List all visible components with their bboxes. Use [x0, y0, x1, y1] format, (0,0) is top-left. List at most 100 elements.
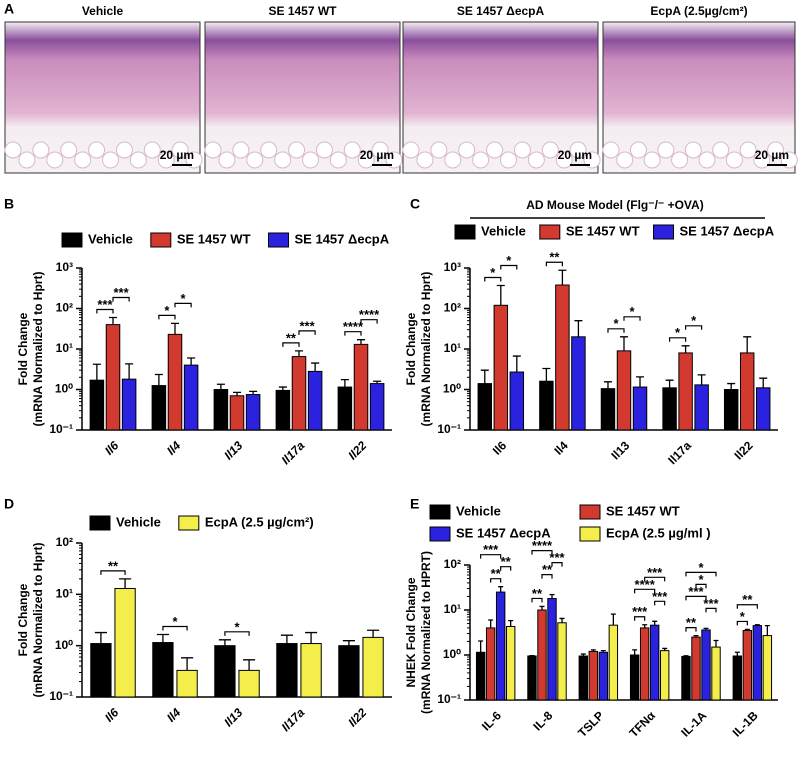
bar [753, 626, 761, 700]
bar [640, 628, 648, 700]
fat-cell [316, 142, 332, 158]
fat-cell [726, 152, 742, 168]
bar [246, 395, 260, 430]
error-bar [497, 285, 505, 305]
legend-swatch [62, 233, 82, 247]
fat-cell [47, 152, 63, 168]
y-tick-label: 10² [56, 535, 73, 549]
error-bar [171, 323, 179, 334]
error-bar [683, 656, 688, 657]
bar [486, 628, 494, 700]
y-axis-label: NHEK Fold Change [404, 577, 418, 687]
y-tick-label: 10¹ [444, 602, 461, 616]
fat-cell [542, 142, 558, 158]
legend-swatch [269, 233, 289, 247]
significance-label: *** [483, 542, 499, 557]
fat-cell [19, 152, 35, 168]
x-tick-label: Il13 [608, 438, 632, 462]
y-axis-label: Fold Change [404, 312, 418, 385]
legend-swatch [430, 527, 450, 541]
error-bar [279, 387, 287, 390]
y-axis-label: (mRNA Normalized to HPRT) [419, 551, 433, 714]
legend-label: EcpA (2.5 µg/ml ) [606, 525, 711, 540]
bar [152, 386, 166, 430]
fat-cell [403, 142, 419, 158]
error-bar [611, 614, 616, 625]
error-bar [109, 317, 117, 324]
fat-cell [740, 142, 756, 158]
y-tick-label: 10⁻¹ [49, 689, 73, 703]
scale-bar-label: 20 µm [360, 148, 394, 162]
fat-cell [445, 152, 461, 168]
fat-cell [144, 142, 160, 158]
error-bar [125, 364, 133, 379]
significance-label: ** [686, 615, 697, 630]
fat-cell [431, 142, 447, 158]
bar [633, 387, 646, 430]
panel-label: E [410, 496, 419, 512]
fat-cell [275, 152, 291, 168]
fat-cell [303, 152, 319, 168]
y-tick-label: 10¹ [444, 341, 461, 355]
error-bar [95, 633, 107, 644]
bar [679, 353, 692, 430]
error-bar [513, 356, 521, 372]
error-bar [181, 658, 193, 671]
chart-title: AD Mouse Model (Flg⁻/⁻ +OVA) [526, 198, 703, 212]
error-bar [367, 630, 379, 637]
y-tick-label: 10⁻¹ [437, 422, 461, 436]
fat-cell [205, 142, 221, 158]
legend-label: Vehicle [456, 503, 501, 518]
legend-swatch [654, 225, 674, 239]
x-tick-label: Il22 [345, 705, 369, 729]
bar [506, 626, 514, 700]
bar [579, 656, 587, 700]
y-tick-label: 10² [444, 301, 461, 315]
y-tick-label: 10⁻¹ [49, 422, 73, 436]
fat-cell [487, 142, 503, 158]
bar [692, 637, 700, 700]
bar [115, 588, 135, 697]
bar [630, 655, 638, 700]
bar [599, 652, 607, 700]
error-bar [560, 618, 565, 622]
bar [184, 365, 198, 430]
error-bar [295, 351, 303, 357]
fat-cell [219, 152, 235, 168]
fat-cell [514, 142, 530, 158]
x-tick-label: Il17a [279, 705, 308, 734]
fat-cell [459, 142, 475, 158]
bar [538, 610, 546, 700]
legend-swatch [580, 505, 600, 519]
bar [230, 396, 244, 430]
bar [558, 623, 566, 700]
y-tick-label: 10¹ [56, 341, 73, 355]
x-tick-label: IL-1B [730, 708, 761, 739]
chart: E NHEK Fold Change(mRNA Normalized to HPR… [404, 496, 778, 740]
x-tick-label: IL-6 [479, 708, 504, 733]
error-bar [187, 358, 195, 365]
bar [91, 644, 111, 697]
bar [682, 656, 690, 700]
bar [650, 625, 658, 700]
bar [724, 390, 737, 431]
image-title: SE 1457 WT [268, 4, 337, 18]
legend-label: SE 1457 WT [606, 503, 680, 518]
image-title: Vehicle [82, 4, 124, 18]
fat-cell [672, 152, 688, 168]
significance-label: *** [647, 565, 663, 580]
error-bar [157, 635, 169, 643]
fat-cell [699, 152, 715, 168]
error-bar [604, 382, 612, 389]
error-bar [219, 640, 231, 646]
x-tick-label: Il22 [732, 438, 756, 462]
x-tick-label: Il4 [551, 438, 571, 458]
error-bar [682, 346, 690, 353]
significance-label: *** [97, 297, 113, 312]
error-bar [311, 363, 319, 371]
significance-label: *** [113, 285, 129, 300]
error-bar [478, 641, 483, 652]
error-bar [714, 641, 719, 648]
